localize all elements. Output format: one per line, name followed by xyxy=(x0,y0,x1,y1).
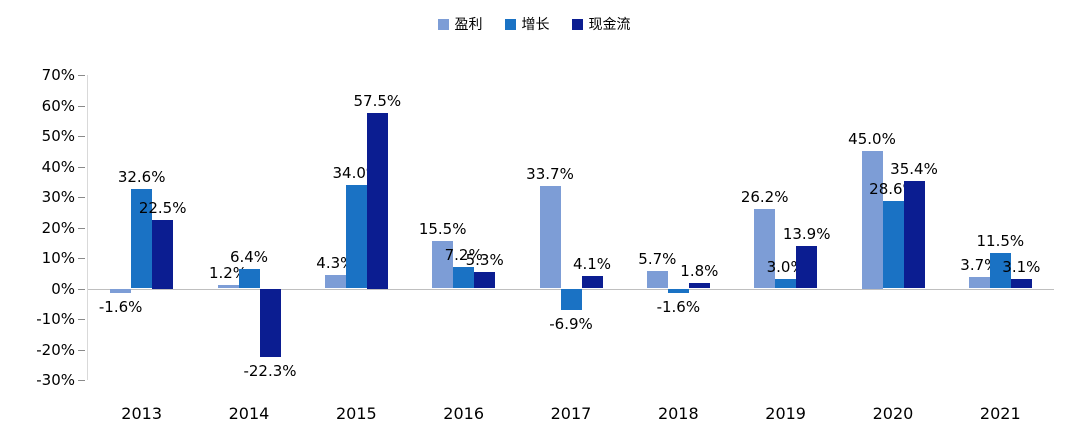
legend-item-profit: 盈利 xyxy=(437,14,483,34)
y-axis-tick-mark xyxy=(78,166,85,168)
y-axis-tick-label: 20% xyxy=(41,218,75,237)
bar-growth-2018 xyxy=(667,288,689,294)
bar-label-cashflow-2015: 57.5% xyxy=(353,92,402,111)
bar-cashflow-2014 xyxy=(259,288,281,357)
bar-label-profit-2020: 45.0% xyxy=(848,130,896,149)
bar-growth-2017 xyxy=(560,288,582,310)
bar-profit-2014 xyxy=(217,284,239,289)
y-axis-tick-mark xyxy=(78,75,85,76)
y-axis-tick-label: 70% xyxy=(41,66,75,84)
y-axis-tick-mark xyxy=(78,258,85,259)
bar-label-cashflow-2014: -22.3% xyxy=(243,361,297,380)
legend-swatch-profit xyxy=(437,18,449,30)
bar-cashflow-2018 xyxy=(688,283,710,289)
x-axis-label-2016: 2016 xyxy=(443,404,484,423)
bar-label-cashflow-2018: 1.8% xyxy=(680,262,719,280)
y-axis-tick-label: -30% xyxy=(36,371,75,389)
y-axis-tick-label: -20% xyxy=(36,340,75,359)
plot-area: 70% 60% 50% 40% 30% 20% 10% 0% -10% -20% -30% -1.6%… xyxy=(36,66,1054,389)
y-axis-tick-label: 60% xyxy=(41,96,75,115)
bar-label-cashflow-2016: 5.3% xyxy=(465,251,504,270)
x-axis-label-2013: 2013 xyxy=(121,404,163,423)
x-axis-label-2017: 2017 xyxy=(550,404,592,423)
y-axis-tick-mark xyxy=(78,288,85,290)
bar-profit-2020 xyxy=(861,151,883,289)
bar-label-growth-2021: 11.5% xyxy=(976,232,1025,251)
bar-profit-2016 xyxy=(432,241,454,289)
bar-label-profit-2017: 33.7% xyxy=(526,164,574,183)
legend-swatch-growth xyxy=(504,18,516,30)
x-axis-labels: 2013 2014 2015 2016 2017 2018 2019 2020 2021 xyxy=(88,404,1054,423)
bar-label-profit-2013: -1.6% xyxy=(98,298,143,317)
bar-cashflow-2016 xyxy=(474,272,496,289)
bar-growth-2014 xyxy=(238,268,260,289)
bar-growth-2015 xyxy=(345,184,367,289)
bar-label-growth-2017: -6.9% xyxy=(549,314,593,333)
bar-label-growth-2016: 7.2% xyxy=(444,245,483,264)
bar-label-profit-2016: 15.5% xyxy=(418,220,467,239)
bar-cashflow-2019 xyxy=(796,246,818,289)
y-axis-tick-label: 40% xyxy=(41,157,75,176)
bar-growth-2013 xyxy=(131,189,153,289)
bar-label-cashflow-2021: 3.1% xyxy=(1002,258,1041,277)
bar-profit-2013 xyxy=(110,288,132,294)
bar-cashflow-2017 xyxy=(581,275,603,289)
bar-profit-2019 xyxy=(754,208,776,289)
y-axis-tick-mark xyxy=(78,136,85,137)
bar-profit-2018 xyxy=(646,271,668,289)
bar-label-growth-2014: 6.4% xyxy=(229,247,269,266)
legend-swatch-cashflow xyxy=(571,18,583,30)
legend-item-growth: 增长 xyxy=(504,14,550,34)
bar-profit-2015 xyxy=(324,275,346,289)
y-axis-tick-label: 0% xyxy=(51,279,75,298)
x-axis-label-2014: 2014 xyxy=(228,404,270,423)
x-axis-label-2020: 2020 xyxy=(872,404,914,423)
y-axis-tick-label: -10% xyxy=(36,310,75,328)
bar-label-profit-2014: 1.2% xyxy=(208,263,248,282)
bar-label-profit-2019: 26.2% xyxy=(740,187,789,206)
y-axis-tick-mark xyxy=(78,105,85,107)
legend-label-growth: 增长 xyxy=(521,17,550,33)
bar-profit-2017 xyxy=(539,185,561,289)
bar-label-profit-2015: 4.3% xyxy=(316,254,355,273)
bar-growth-2020 xyxy=(882,201,904,289)
bar-label-growth-2019: 3.0% xyxy=(766,258,805,277)
bar-cashflow-2013 xyxy=(152,219,174,289)
bar-label-growth-2018: -1.6% xyxy=(656,298,701,317)
legend-item-cashflow: 现金流 xyxy=(571,14,631,34)
x-axis-label-2018: 2018 xyxy=(657,404,699,423)
bar-label-cashflow-2020: 35.4% xyxy=(890,159,938,178)
y-axis-line xyxy=(87,75,88,380)
bar-growth-2016 xyxy=(453,266,475,289)
legend-label-cashflow: 现金流 xyxy=(588,17,631,33)
chart-legend: 盈利 增长 现金流 xyxy=(0,14,1068,34)
bar-label-cashflow-2013: 22.5% xyxy=(138,198,187,217)
bar-cashflow-2015 xyxy=(366,113,388,289)
bar-label-cashflow-2019: 13.9% xyxy=(782,225,831,244)
y-axis-tick-mark xyxy=(78,319,85,320)
y-axis-tick-label: 50% xyxy=(41,127,75,145)
bar-label-cashflow-2017: 4.1% xyxy=(572,254,612,273)
bar-label-profit-2021: 3.7% xyxy=(960,256,999,275)
y-axis-tick-label: 30% xyxy=(41,188,75,206)
y-axis-tick-mark xyxy=(78,349,85,351)
bar-growth-2019 xyxy=(775,279,797,289)
legend-label-profit: 盈利 xyxy=(454,17,483,33)
bar-label-profit-2018: 5.7% xyxy=(638,250,677,269)
y-axis-tick-mark xyxy=(78,227,85,229)
bar-profit-2021 xyxy=(968,277,990,289)
bar-cashflow-2020 xyxy=(903,180,925,289)
x-axis-label-2021: 2021 xyxy=(979,404,1021,423)
y-axis-tick-label: 10% xyxy=(41,249,75,267)
y-axis-tick-mark xyxy=(78,380,85,381)
bar-growth-2021 xyxy=(989,253,1011,289)
y-axis-tick-mark xyxy=(78,197,85,198)
bar-label-growth-2013: 32.6% xyxy=(117,168,166,187)
x-axis-label-2015: 2015 xyxy=(335,404,377,423)
bar-cashflow-2021 xyxy=(1010,279,1032,289)
x-axis-label-2019: 2019 xyxy=(765,404,806,423)
